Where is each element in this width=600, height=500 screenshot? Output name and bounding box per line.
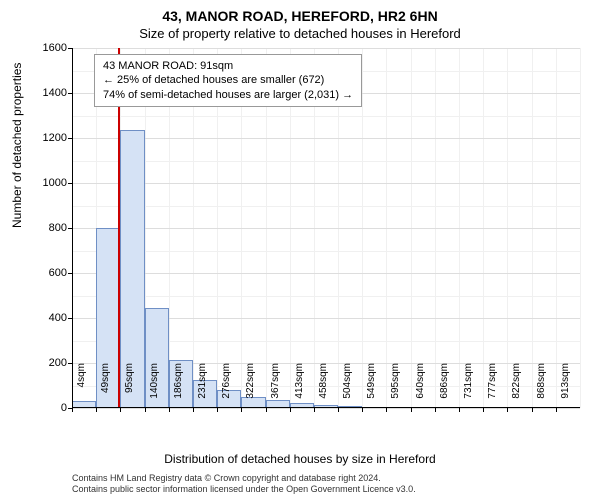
x-tick-label: 140sqm [149,363,160,413]
x-tick-mark [266,408,267,412]
grid-line-horizontal [72,183,580,184]
y-tick-label: 1000 [17,177,67,189]
y-axis-line [72,48,73,408]
y-tick-label: 200 [17,357,67,369]
grid-line-horizontal [72,228,580,229]
x-tick-label: 913sqm [560,363,571,413]
credit-line-1: Contains HM Land Registry data © Crown c… [72,473,590,484]
x-tick-mark [507,408,508,412]
x-tick-mark [411,408,412,412]
page-title: 43, MANOR ROAD, HEREFORD, HR2 6HN [0,0,600,24]
annotation-line-1: 43 MANOR ROAD: 91sqm [103,59,353,73]
x-tick-label: 4sqm [76,363,87,413]
credit-line-2: Contains public sector information licen… [72,484,590,495]
annotation-box: 43 MANOR ROAD: 91sqm ← 25% of detached h… [94,54,362,107]
x-tick-mark [193,408,194,412]
x-tick-label: 231sqm [197,363,208,413]
y-tick-label: 0 [17,402,67,414]
x-tick-mark [386,408,387,412]
x-tick-label: 822sqm [511,363,522,413]
x-tick-mark [96,408,97,412]
x-tick-label: 186sqm [173,363,184,413]
x-tick-label: 504sqm [342,363,353,413]
x-tick-label: 95sqm [124,363,135,413]
y-tick-label: 1200 [17,132,67,144]
y-tick-label: 1400 [17,87,67,99]
x-tick-label: 49sqm [100,363,111,413]
x-tick-label: 367sqm [270,363,281,413]
chart-container: 43, MANOR ROAD, HEREFORD, HR2 6HN Size o… [0,0,600,500]
grid-line-horizontal-minor [72,251,580,252]
x-tick-mark [145,408,146,412]
x-tick-label: 458sqm [318,363,329,413]
x-tick-mark [72,408,73,412]
x-axis-line [72,407,580,408]
y-tick-label: 800 [17,222,67,234]
grid-line-horizontal-minor [72,116,580,117]
x-tick-label: 640sqm [415,363,426,413]
x-tick-mark [314,408,315,412]
credit-text: Contains HM Land Registry data © Crown c… [72,473,590,495]
x-tick-label: 413sqm [294,363,305,413]
x-tick-mark [532,408,533,412]
y-tick-label: 1600 [17,42,67,54]
x-tick-mark [459,408,460,412]
x-tick-label: 868sqm [536,363,547,413]
grid-line-horizontal-minor [72,161,580,162]
x-tick-mark [483,408,484,412]
x-tick-label: 686sqm [439,363,450,413]
annotation-line-2: ← 25% of detached houses are smaller (67… [103,73,353,87]
x-tick-mark [338,408,339,412]
x-tick-mark [169,408,170,412]
grid-line-horizontal [72,138,580,139]
x-tick-mark [120,408,121,412]
y-tick-label: 400 [17,312,67,324]
x-tick-mark [556,408,557,412]
x-tick-mark [217,408,218,412]
x-tick-mark [435,408,436,412]
grid-line-horizontal-minor [72,206,580,207]
x-tick-mark [241,408,242,412]
page-subtitle: Size of property relative to detached ho… [0,24,600,41]
x-tick-mark [362,408,363,412]
x-axis-label: Distribution of detached houses by size … [0,452,600,466]
x-tick-label: 777sqm [487,363,498,413]
grid-line-horizontal [72,48,580,49]
annotation-line-3: 74% of semi-detached houses are larger (… [103,88,353,102]
grid-line-vertical [580,48,581,408]
x-tick-label: 595sqm [390,363,401,413]
x-tick-label: 549sqm [366,363,377,413]
grid-line-horizontal-minor [72,296,580,297]
x-tick-label: 322sqm [245,363,256,413]
grid-line-horizontal [72,273,580,274]
y-tick-label: 600 [17,267,67,279]
x-tick-label: 731sqm [463,363,474,413]
x-tick-mark [290,408,291,412]
x-tick-label: 276sqm [221,363,232,413]
